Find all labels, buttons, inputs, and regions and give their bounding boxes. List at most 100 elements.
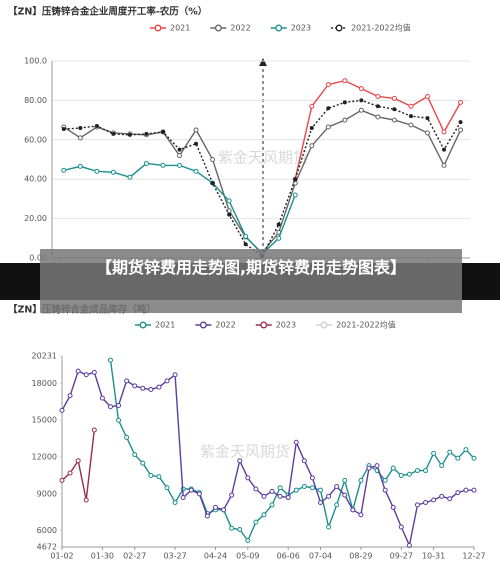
data-point (67, 393, 73, 399)
data-point (253, 519, 259, 525)
data-point (67, 470, 73, 476)
data-point (326, 493, 332, 499)
y-tick-label: 80.00 (24, 96, 47, 105)
data-point (94, 124, 99, 129)
data-point (309, 475, 315, 481)
data-point (140, 385, 146, 391)
legend-label: 2023 (291, 24, 311, 33)
data-point (277, 485, 283, 491)
data-point (269, 502, 275, 508)
data-point (414, 502, 420, 508)
data-point (423, 499, 429, 505)
data-point (156, 474, 162, 480)
y-tick-label: 6000 (37, 526, 57, 535)
data-point (463, 447, 469, 453)
y-tick-label: 18000 (32, 379, 57, 388)
data-point (91, 427, 97, 433)
data-point (245, 475, 251, 481)
legend-label: 2022 (215, 321, 235, 330)
legend-marker (335, 24, 343, 32)
data-point (293, 177, 298, 182)
data-point (243, 233, 249, 239)
x-tick-label: 01-02 (50, 552, 73, 561)
data-point (431, 450, 437, 456)
data-point (177, 153, 183, 159)
data-point (78, 125, 83, 130)
data-point (160, 162, 166, 168)
legend-label: 2021 (170, 24, 190, 33)
data-point (301, 458, 307, 464)
data-point (442, 147, 447, 152)
data-point (398, 472, 404, 478)
data-point (334, 484, 340, 490)
data-point (196, 491, 202, 497)
data-point (424, 130, 430, 136)
y-tick-label: 40.00 (24, 175, 47, 184)
data-point (193, 168, 199, 174)
data-point (193, 127, 199, 133)
data-point (382, 487, 388, 493)
data-point (177, 147, 182, 152)
data-point (99, 395, 105, 401)
data-point (390, 465, 396, 471)
data-point (392, 107, 397, 112)
y-tick-label: 12000 (32, 453, 57, 462)
data-point (276, 235, 282, 241)
data-point (309, 103, 315, 109)
data-point (359, 98, 364, 103)
data-point (439, 463, 445, 469)
data-point (285, 495, 291, 501)
data-point (210, 181, 215, 186)
data-point (455, 490, 461, 496)
legend-marker (275, 24, 283, 32)
data-point (471, 455, 477, 461)
data-point (391, 117, 397, 123)
data-point (245, 538, 251, 544)
legend-marker (214, 24, 222, 32)
data-point (458, 120, 463, 125)
series-line (109, 360, 475, 542)
x-tick-label: 06-06 (277, 552, 300, 561)
data-point (140, 460, 146, 466)
x-tick-label: 02-27 (123, 552, 146, 561)
data-point (375, 93, 381, 99)
data-point (414, 468, 420, 474)
data-point (309, 125, 314, 130)
data-point (111, 131, 116, 136)
data-point (77, 135, 83, 141)
data-point (253, 486, 259, 492)
data-point (391, 95, 397, 101)
data-point (148, 472, 154, 478)
x-tick-label: 09-27 (390, 552, 413, 561)
data-point (408, 122, 414, 128)
data-point (77, 163, 83, 169)
data-point (180, 495, 186, 501)
data-point (318, 499, 324, 505)
data-point (229, 525, 235, 531)
data-point (261, 493, 267, 499)
y-tick-label: 100.0 (24, 57, 47, 66)
y-tick-label: 4672 (37, 543, 57, 552)
data-point (116, 402, 122, 408)
data-point (374, 463, 380, 469)
data-point (447, 449, 453, 455)
y-tick-label: 15000 (32, 416, 57, 425)
data-point (227, 212, 232, 217)
legend-marker (154, 24, 162, 32)
data-point (301, 484, 307, 490)
data-point (293, 487, 299, 493)
chart: 4672 6000 9000 12000 15000 18000 20231 01-02 01-… (32, 320, 486, 561)
data-point (132, 383, 138, 389)
legend-marker (320, 321, 328, 329)
data-point (390, 504, 396, 510)
legend-label: 2021 (155, 321, 175, 330)
data-point (116, 417, 122, 423)
data-point (342, 100, 347, 105)
data-point (83, 497, 89, 503)
banner: 【期货锌费用走势图,期货锌费用走势图表】 (40, 249, 462, 313)
data-point (358, 107, 364, 113)
data-point (431, 497, 437, 503)
data-point (326, 524, 332, 530)
data-point (325, 124, 331, 130)
chart-title: 【ZN】压铸锌合金企业周度开工率-农历（%） (8, 6, 207, 18)
